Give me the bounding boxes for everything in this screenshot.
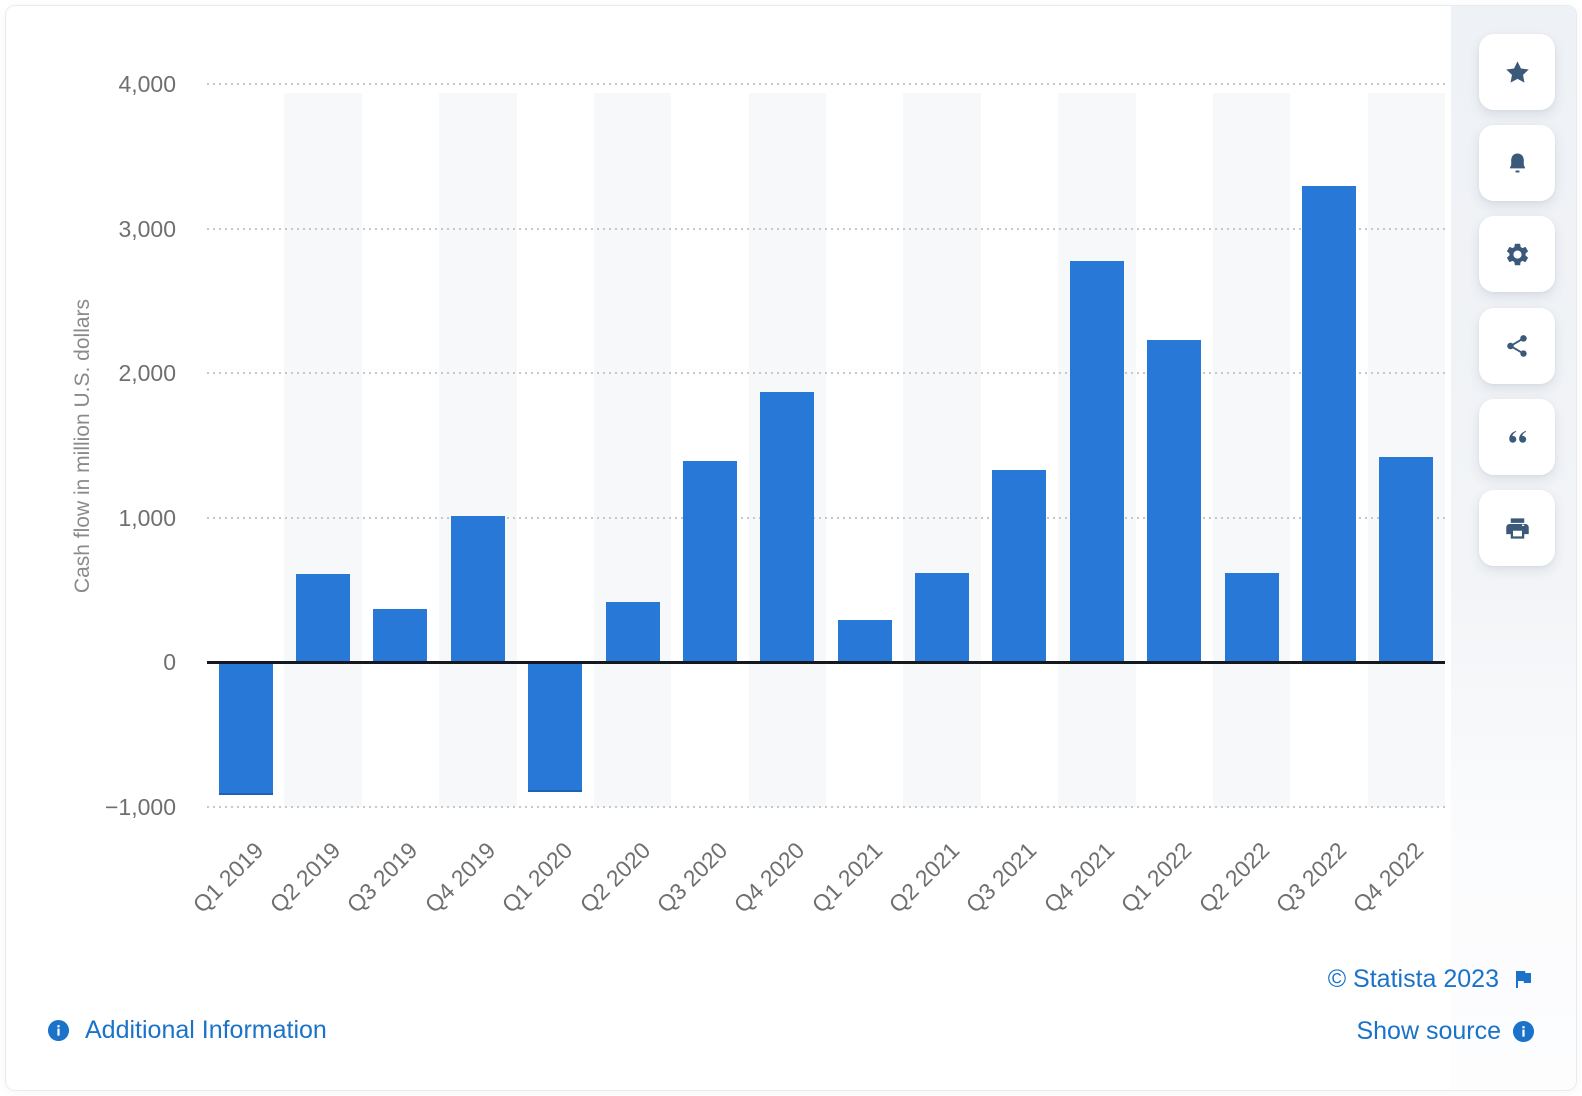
y-tick-label: 3,000 (118, 215, 176, 242)
y-tick-label: 4,000 (118, 71, 176, 97)
additional-information-link[interactable]: Additional Information (47, 1016, 327, 1044)
show-source-link[interactable]: Show source (1356, 1017, 1535, 1045)
grid-line (207, 227, 1445, 230)
y-tick-label: −1,000 (105, 794, 176, 820)
column-stripe (439, 93, 517, 807)
chart-stage: Cash flow in million U.S. dollars 4,000 3… (6, 6, 1576, 1090)
share-button[interactable] (1479, 307, 1555, 384)
column-stripe (593, 93, 672, 807)
additional-information-label: Additional Information (85, 1015, 327, 1044)
y-tick-label: 0 (163, 649, 176, 676)
column-stripe (903, 93, 981, 807)
bar-q2-2021 (915, 572, 970, 663)
bar-q2-2022 (1224, 572, 1279, 663)
column-stripe (1212, 93, 1291, 807)
gear-icon (1504, 241, 1531, 268)
bar-q1-2022 (1147, 340, 1202, 663)
print-button[interactable] (1479, 490, 1555, 566)
y-tick-label: 1,000 (118, 504, 176, 531)
flag-icon (1511, 967, 1535, 991)
bell-icon (1504, 150, 1531, 177)
settings-button[interactable] (1479, 216, 1555, 293)
bar-q4-2022 (1379, 457, 1434, 663)
column-stripe (284, 93, 362, 807)
y-tick-label: 2,000 (118, 360, 176, 387)
zero-axis-line (207, 660, 1445, 664)
grid-line (207, 806, 1445, 808)
bar-q1-2019 (218, 662, 273, 796)
share-icon (1504, 333, 1530, 359)
chart-card: Cash flow in million U.S. dollars 4,000 3… (5, 5, 1577, 1091)
column-stripe (1367, 93, 1445, 807)
info-icon (1512, 1020, 1535, 1043)
bar-q1-2021 (837, 620, 892, 663)
quote-icon (1502, 423, 1532, 450)
y-axis-title: Cash flow in million U.S. dollars (71, 298, 94, 594)
plot-area (207, 83, 1445, 808)
bar-q3-2022 (1301, 185, 1356, 663)
bar-q3-2021 (992, 470, 1047, 663)
bar-q3-2020 (682, 460, 737, 663)
bar-q4-2020 (760, 391, 815, 663)
bar-q4-2019 (450, 515, 505, 663)
info-icon (47, 1019, 70, 1042)
bar-q1-2020 (528, 662, 583, 792)
bar-q3-2019 (373, 608, 428, 663)
notifications-button[interactable] (1479, 125, 1555, 202)
grid-line (207, 83, 1445, 85)
bar-q2-2020 (605, 601, 660, 663)
favorite-button[interactable] (1479, 34, 1555, 110)
x-axis-labels: Q1 2019 Q2 2019 Q3 2019 Q4 2019 Q1 2020 Q2 20… (187, 807, 1445, 957)
bar-q4-2021 (1069, 261, 1124, 663)
grid-line (207, 516, 1445, 519)
grid-line (207, 372, 1445, 375)
show-source-label: Show source (1356, 1016, 1501, 1045)
statista-copyright-link[interactable]: © Statista 2023 (1328, 965, 1535, 993)
bar-q2-2019 (296, 573, 351, 663)
cite-button[interactable] (1479, 398, 1555, 475)
printer-icon (1504, 515, 1531, 542)
copyright-label: © Statista 2023 (1327, 964, 1499, 993)
star-icon (1503, 58, 1532, 87)
